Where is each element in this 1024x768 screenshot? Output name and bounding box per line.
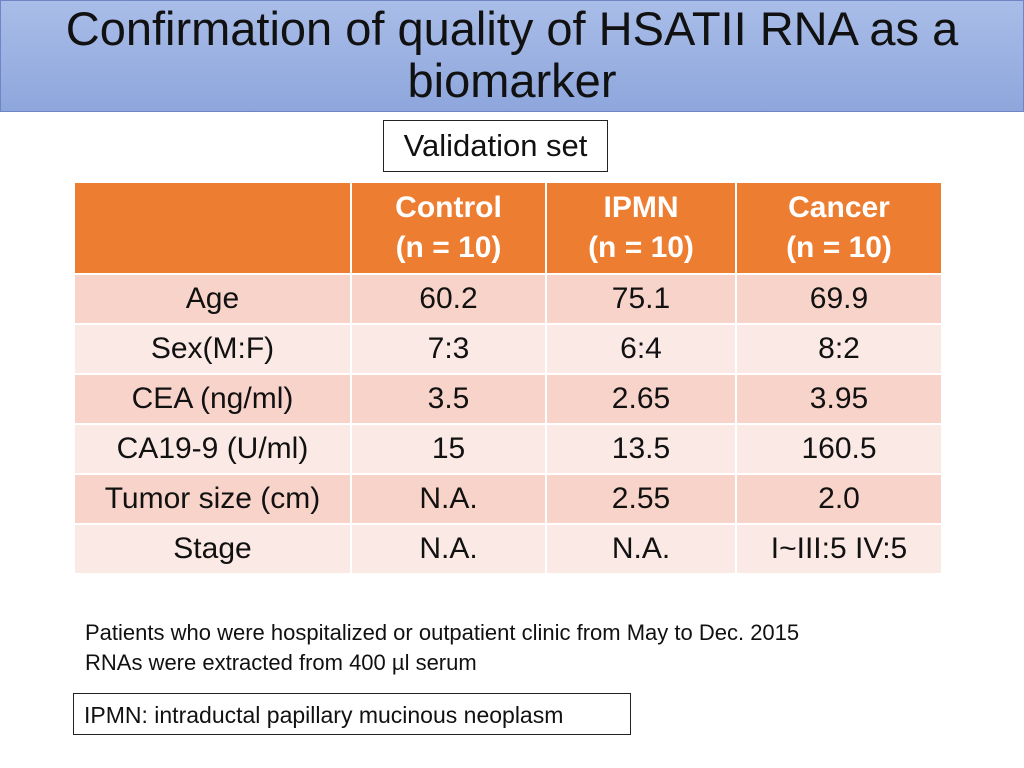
table-cell: 69.9 [735, 273, 943, 325]
header-empty-cell [73, 181, 352, 275]
table-row: CEA (ng/ml) 3.5 2.65 3.95 [73, 373, 943, 425]
slide-title: Confirmation of quality of HSATII RNA as… [65, 2, 959, 107]
table-cell: 13.5 [545, 423, 737, 475]
table-cell: N.A. [350, 473, 547, 525]
table-cell: 8:2 [735, 323, 943, 375]
table-cell: N.A. [350, 523, 547, 575]
row-label-tumor-size: Tumor size (cm) [73, 473, 352, 525]
table-cell: I~III:5 IV:5 [735, 523, 943, 575]
table-cell: 60.2 [350, 273, 547, 325]
table-cell: 160.5 [735, 423, 943, 475]
table-cell: 75.1 [545, 273, 737, 325]
table-cell: 3.5 [350, 373, 547, 425]
header-ipmn-n: (n = 10) [588, 231, 694, 264]
title-banner: Confirmation of quality of HSATII RNA as… [0, 0, 1024, 112]
header-control-n: (n = 10) [395, 231, 502, 264]
table-cell: 7:3 [350, 323, 547, 375]
table-row: Stage N.A. N.A. I~III:5 IV:5 [73, 523, 943, 575]
table-cell: 3.95 [735, 373, 943, 425]
table-row: Sex(M:F) 7:3 6:4 8:2 [73, 323, 943, 375]
table-cell: 2.65 [545, 373, 737, 425]
table-cell: 6:4 [545, 323, 737, 375]
table-row: CA19-9 (U/ml) 15 13.5 160.5 [73, 423, 943, 475]
patient-characteristics-table: Control (n = 10) IPMN (n = 10) Cancer (n… [73, 181, 943, 575]
row-label-sex: Sex(M:F) [73, 323, 352, 375]
note-patients: Patients who were hospitalized or outpat… [85, 620, 800, 645]
header-cancer-name: Cancer [788, 191, 890, 224]
header-ipmn-name: IPMN [603, 191, 679, 224]
method-notes: Patients who were hospitalized or outpat… [85, 618, 799, 678]
row-label-cea: CEA (ng/ml) [73, 373, 352, 425]
header-cancer-n: (n = 10) [786, 231, 892, 264]
table-cell: 2.0 [735, 473, 943, 525]
header-control-name: Control [395, 191, 502, 224]
table-header-row: Control (n = 10) IPMN (n = 10) Cancer (n… [73, 181, 943, 275]
header-cancer: Cancer (n = 10) [735, 181, 943, 275]
validation-set-label: Validation set [383, 120, 608, 172]
table-cell: 15 [350, 423, 547, 475]
table-row: Tumor size (cm) N.A. 2.55 2.0 [73, 473, 943, 525]
header-ipmn: IPMN (n = 10) [545, 181, 737, 275]
header-control: Control (n = 10) [350, 181, 547, 275]
table-row: Age 60.2 75.1 69.9 [73, 273, 943, 325]
table-cell: 2.55 [545, 473, 737, 525]
ipmn-definition-footnote: IPMN: intraductal papillary mucinous neo… [73, 693, 631, 735]
row-label-stage: Stage [73, 523, 352, 575]
row-label-ca19-9: CA19-9 (U/ml) [73, 423, 352, 475]
row-label-age: Age [73, 273, 352, 325]
note-rna-extraction: RNAs were extracted from 400 µl serum [85, 650, 477, 675]
table-cell: N.A. [545, 523, 737, 575]
